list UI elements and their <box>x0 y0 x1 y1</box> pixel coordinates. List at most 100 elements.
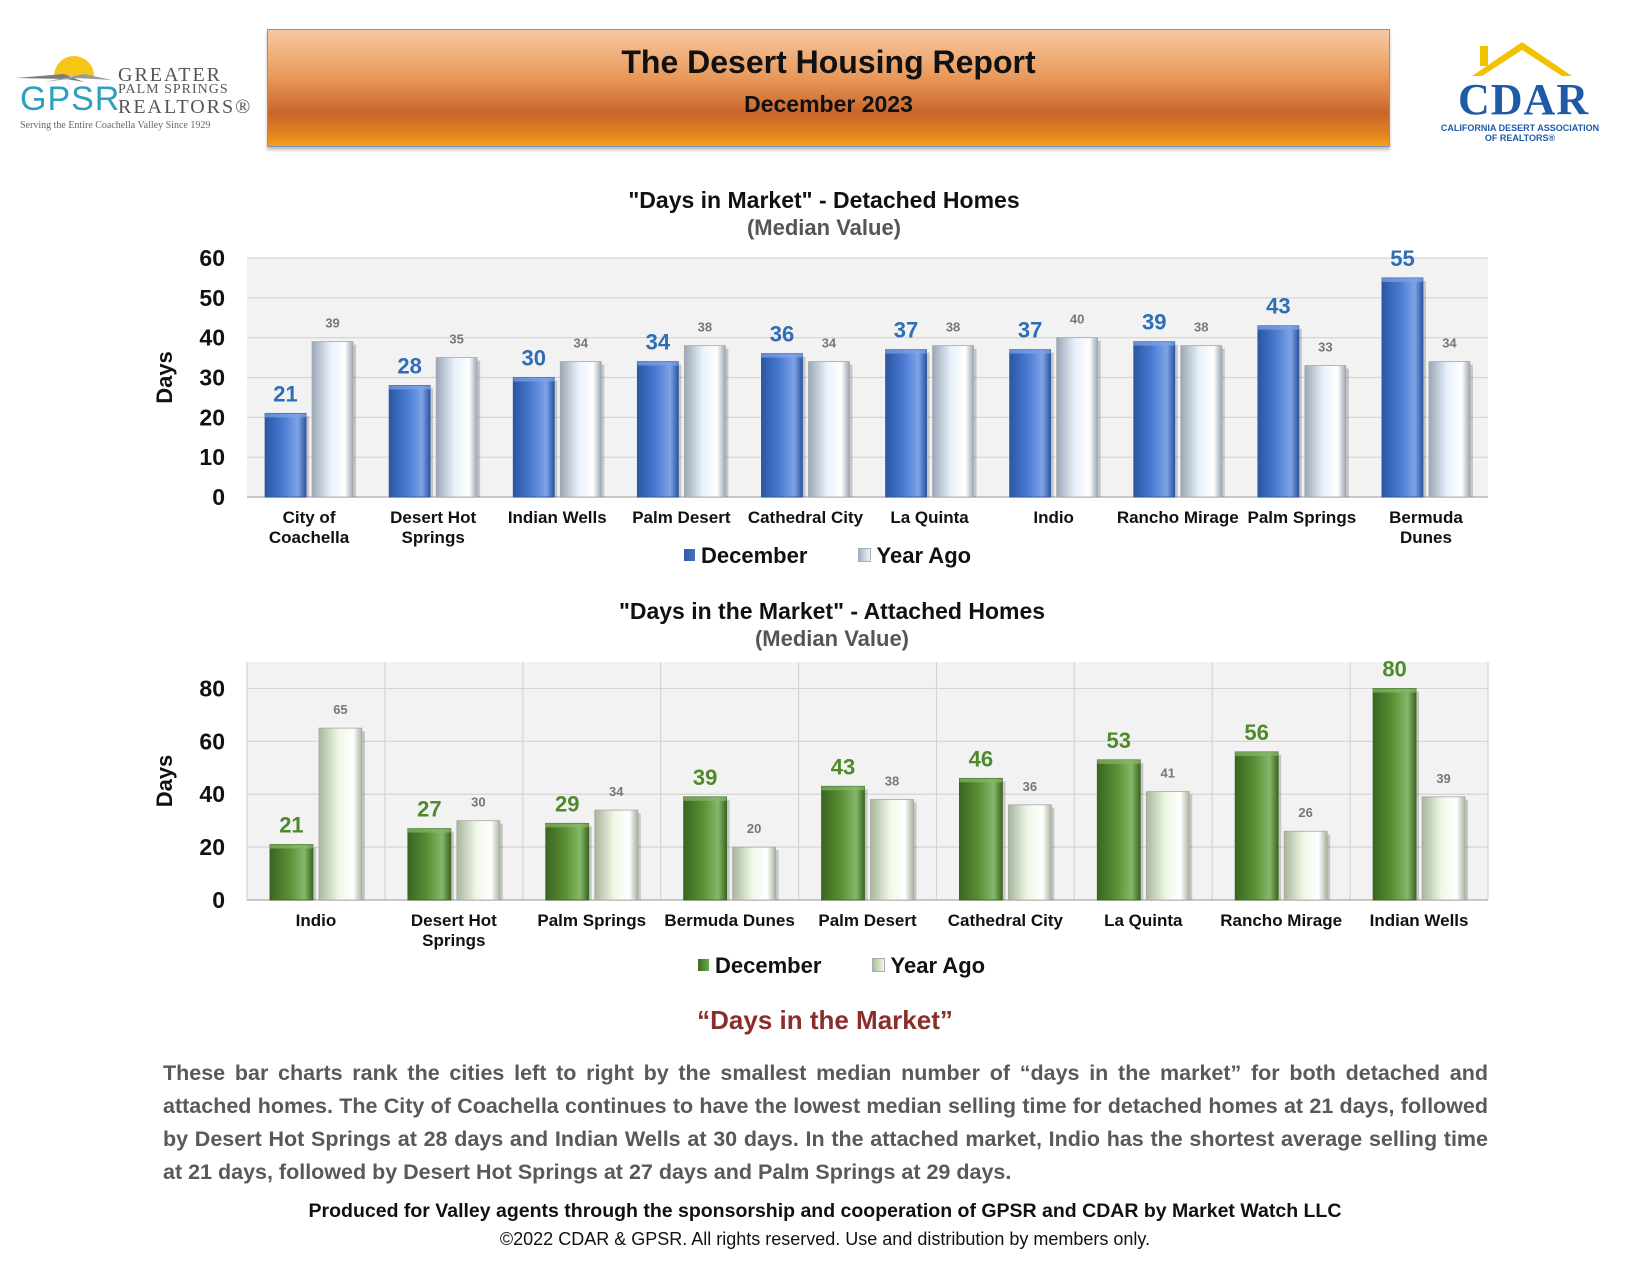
x-category-label: Springs <box>422 931 485 950</box>
bar-december-cap <box>1133 341 1175 346</box>
bar-year-ago <box>311 341 354 498</box>
section-heading: “Days in the Market” <box>697 1005 953 1035</box>
cdar-wordmark: CDAR <box>1458 75 1590 124</box>
y-axis-label: Days <box>152 351 177 404</box>
data-label-year-ago: 33 <box>1318 340 1332 355</box>
data-label-year-ago: 38 <box>946 320 960 335</box>
x-category-label: Palm Desert <box>818 911 917 930</box>
legend-label-year-ago: Year Ago <box>890 953 986 978</box>
y-tick-label: 20 <box>199 404 225 430</box>
data-label-year-ago: 30 <box>471 795 485 810</box>
bar-december <box>636 361 679 498</box>
legend-swatch-year-ago <box>857 548 871 563</box>
data-label-december: 29 <box>555 791 579 816</box>
cdar-subtitle-line2: OF REALTORS® <box>1484 133 1556 143</box>
y-tick-label: 40 <box>199 325 225 351</box>
data-label-december: 80 <box>1382 656 1406 681</box>
data-label-year-ago: 34 <box>822 336 837 351</box>
bar-december-cap <box>1009 349 1051 354</box>
y-tick-label: 10 <box>199 444 225 470</box>
bar-december-cap <box>1097 759 1141 764</box>
data-label-december: 55 <box>1390 246 1414 271</box>
bar-december-cap <box>269 844 313 849</box>
bar-year-ago <box>456 820 501 901</box>
bar-december <box>1133 341 1176 498</box>
y-tick-label: 30 <box>199 365 225 391</box>
detached-chart-subtitle: (Median Value) <box>746 215 902 240</box>
detached-legend: December Year Ago <box>684 543 1015 569</box>
bar-december <box>958 777 1003 901</box>
data-label-december: 56 <box>1244 720 1268 745</box>
plot-area <box>247 662 1488 900</box>
cdar-logo: CDAR CALIFORNIA DESERT ASSOCIATION OF RE… <box>1420 40 1620 145</box>
bar-year-ago <box>1304 365 1347 498</box>
bar-year-ago <box>1421 796 1466 901</box>
x-category-label: Palm Desert <box>632 508 731 527</box>
summary-paragraph: These bar charts rank the cities left to… <box>163 1061 1488 1184</box>
data-label-december: 39 <box>1142 310 1166 335</box>
bar-december <box>269 844 314 901</box>
report-date: December 2023 <box>744 91 913 117</box>
data-label-year-ago: 34 <box>574 336 589 351</box>
data-label-december: 37 <box>894 318 918 343</box>
legend-label-year-ago: Year Ago <box>876 543 972 568</box>
data-label-year-ago: 40 <box>1070 312 1084 327</box>
y-tick-label: 60 <box>199 728 225 754</box>
legend-item-year-ago: Year Ago <box>871 953 986 979</box>
data-label-december: 43 <box>1266 294 1290 319</box>
bar-december <box>388 385 431 498</box>
data-label-year-ago: 39 <box>1436 771 1450 786</box>
legend-swatch-december <box>698 959 709 972</box>
legend-swatch-year-ago <box>871 958 885 973</box>
x-category-label: Cathedral City <box>948 911 1064 930</box>
bar-december-cap <box>1373 688 1417 693</box>
x-category-label: Indian Wells <box>1370 911 1469 930</box>
bar-year-ago <box>932 345 974 498</box>
y-tick-label: 0 <box>212 484 225 510</box>
bar-december-cap <box>545 823 589 828</box>
data-label-year-ago: 34 <box>1442 336 1457 351</box>
bar-december-cap <box>821 786 865 791</box>
report-title: The Desert Housing Report <box>621 44 1036 80</box>
y-tick-label: 60 <box>199 245 225 271</box>
data-label-year-ago: 35 <box>449 332 463 347</box>
data-label-year-ago: 41 <box>1161 766 1175 781</box>
data-label-year-ago: 34 <box>609 784 624 799</box>
house-roof-icon <box>1472 42 1572 76</box>
x-category-label: Bermuda Dunes <box>664 911 794 930</box>
x-category-label: Bermuda <box>1389 508 1463 527</box>
bar-year-ago <box>594 809 639 901</box>
x-category-label: Desert Hot <box>390 508 476 527</box>
legend-label-december: December <box>701 543 808 568</box>
bar-december-cap <box>761 353 803 358</box>
footer-credit: Produced for Valley agents through the s… <box>308 1200 1342 1222</box>
bar-december <box>407 828 452 901</box>
x-category-label: Desert Hot <box>411 911 497 930</box>
x-category-label: Indio <box>296 911 337 930</box>
data-label-december: 28 <box>397 353 421 378</box>
data-label-december: 43 <box>831 754 855 779</box>
bar-december <box>264 412 307 498</box>
bar-december-cap <box>885 349 927 354</box>
footer-copyright: ©2022 CDAR & GPSR. All rights reserved. … <box>499 1229 1151 1249</box>
data-label-year-ago: 65 <box>333 702 347 717</box>
detached-chart-title-block: "Days in Market" - Detached Homes (Media… <box>524 187 1124 241</box>
data-label-december: 30 <box>522 346 546 371</box>
x-category-label: City of <box>283 508 336 527</box>
bar-december-cap <box>1381 277 1423 282</box>
gpsr-realtors: REALTORS® <box>118 96 253 118</box>
bar-december <box>545 822 590 901</box>
bar-year-ago <box>435 357 478 498</box>
legend-item-december: December <box>684 543 807 569</box>
legend-label-december: December <box>715 953 822 978</box>
y-axis-label: Days <box>152 755 177 808</box>
detached-chart-title: "Days in Market" - Detached Homes <box>628 187 1020 213</box>
data-label-year-ago: 38 <box>1194 320 1208 335</box>
x-category-label: Rancho Mirage <box>1220 911 1342 930</box>
bar-december <box>1009 349 1052 498</box>
y-tick-label: 0 <box>212 887 225 913</box>
x-category-label: Palm Springs <box>1248 508 1357 527</box>
bar-december-cap <box>1235 751 1279 756</box>
bar-december <box>1234 751 1279 901</box>
attached-chart-subtitle: (Median Value) <box>754 626 910 651</box>
